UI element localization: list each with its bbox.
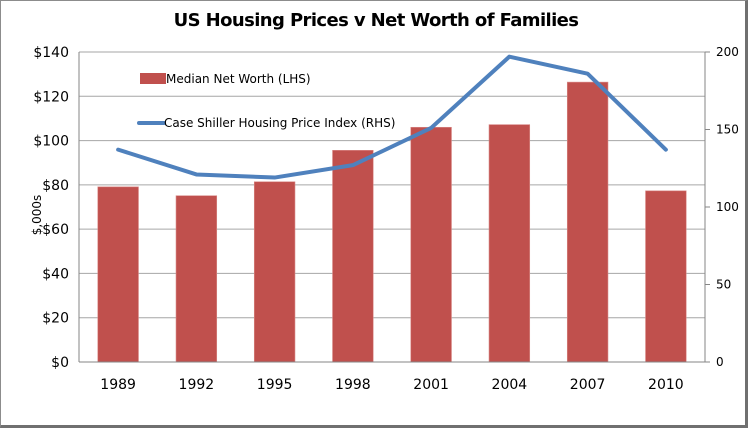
x-tick-label: 2007: [570, 377, 606, 393]
y2-tick-label: 50: [716, 278, 731, 292]
bar-2007: [566, 81, 609, 363]
x-axis-ticks: 1989 1992 1995 1998 2001 2004 2007 2010: [100, 377, 683, 393]
legend-swatch-net-worth: [140, 73, 166, 84]
left-axis-ticks: $0 $20 $40 $60 $80 $100 $120 $140: [33, 45, 69, 371]
y-tick-label: $20: [42, 311, 69, 327]
y-tick-label: $0: [51, 355, 69, 371]
bar-series: [97, 81, 687, 363]
bar-1989: [97, 186, 139, 363]
y-tick-label: $40: [42, 266, 69, 282]
y-axis-label: $,000s: [30, 195, 44, 236]
y2-tick-label: 100: [716, 200, 739, 214]
legend-label-net-worth: Median Net Worth (LHS): [166, 72, 311, 86]
y2-tick-label: 200: [716, 45, 739, 59]
bar-1995: [253, 181, 296, 363]
y-tick-label: $140: [33, 45, 69, 61]
bar-2004: [488, 124, 531, 363]
gridlines: [79, 51, 705, 319]
y2-tick-label: 0: [716, 355, 724, 369]
case-shiller-line: [116, 54, 668, 180]
x-tick-label: 2010: [648, 377, 684, 393]
x-tick-label: 2001: [413, 377, 449, 393]
bar-2001: [410, 126, 452, 363]
chart-title: US Housing Prices v Net Worth of Familie…: [173, 10, 579, 31]
line-series: [116, 54, 668, 180]
x-tick-label: 1989: [100, 377, 136, 393]
y-tick-label: $80: [42, 178, 69, 194]
x-tick-label: 1992: [179, 377, 215, 393]
y-tick-label: $120: [33, 89, 69, 105]
y2-tick-label: 150: [716, 123, 739, 137]
legend-label-case-shiller: Case Shiller Housing Price Index (RHS): [164, 116, 395, 130]
x-tick-label: 2004: [492, 377, 528, 393]
y-tick-label: $100: [33, 134, 69, 150]
x-tick-label: 1998: [335, 377, 371, 393]
bar-2010: [645, 190, 687, 363]
bar-1998: [332, 150, 374, 363]
right-axis-ticks: 0 50 100 150 200: [705, 45, 739, 369]
x-tick-label: 1995: [257, 377, 293, 393]
bar-1992: [175, 195, 218, 363]
y-tick-label: $60: [42, 222, 69, 238]
legend: Median Net Worth (LHS) Case Shiller Hous…: [137, 72, 395, 130]
